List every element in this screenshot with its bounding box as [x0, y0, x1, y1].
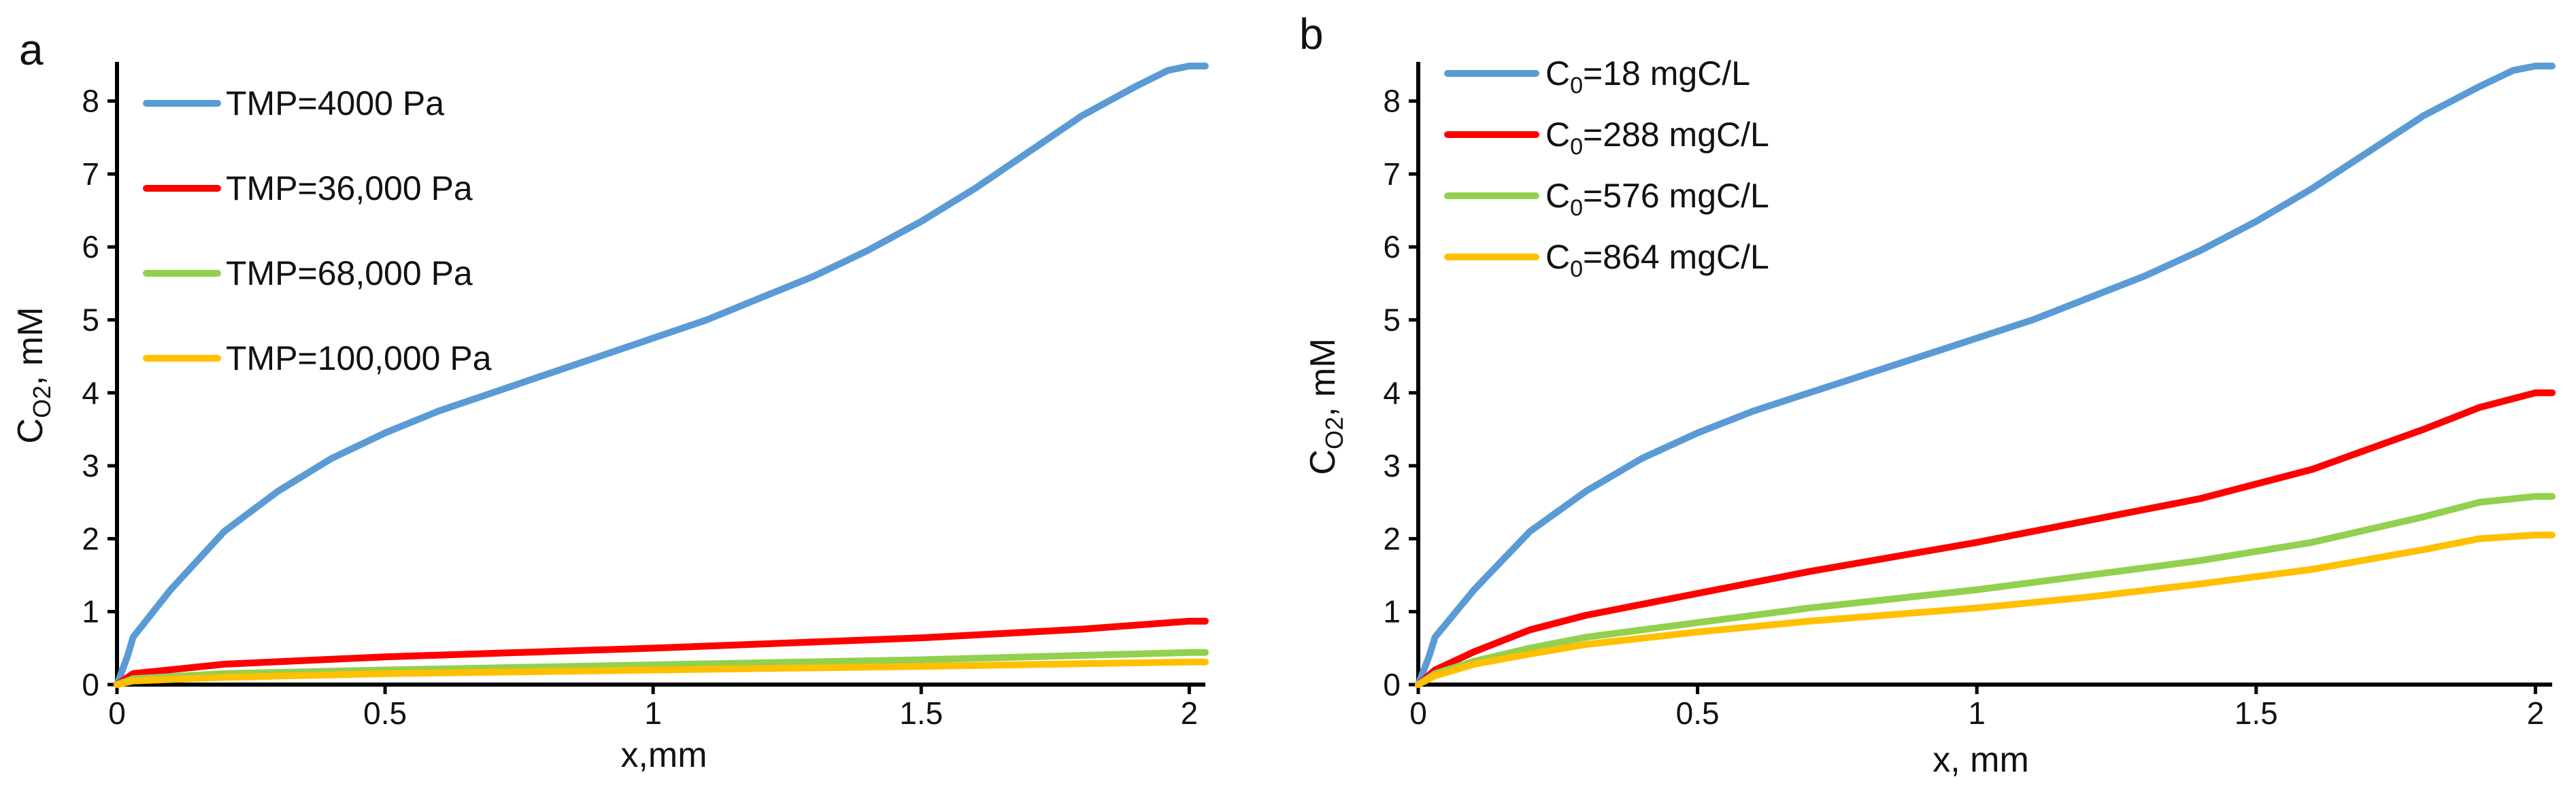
- chart0-legend-label-1: TMP=36,000 Pa: [226, 169, 473, 207]
- chart0-legend-label-0: TMP=4000 Pa: [226, 84, 444, 122]
- chart0-series-line-1: [114, 617, 1209, 688]
- chart1-y-tick-label: 7: [1383, 156, 1401, 192]
- chart0-panel: a 0 1 2 3 4 5 6 7 8 0 0.5 1 1.5 2 x,mm CO2, mM TMP=4000 P…: [11, 25, 1209, 775]
- chart1-legend-label-rest: =288 mgC/L: [1583, 116, 1769, 154]
- chart0-legend-label-3: TMP=100,000 Pa: [226, 339, 492, 377]
- chart0-panel-letter: a: [19, 25, 44, 74]
- chart1-series-line-2: [1415, 493, 2556, 688]
- chart0-x-tick-label: 1.5: [899, 695, 943, 731]
- chart0-series-line-3: [114, 658, 1209, 688]
- chart0-y-axis-label: CO2, mM: [11, 307, 56, 443]
- chart0-y-tick-label: 0: [82, 667, 99, 702]
- chart1-legend-label-3: C0=864 mgC/L: [1545, 238, 1769, 282]
- chart1-legend-label-sub: 0: [1570, 134, 1583, 160]
- chart0-y-tick-label: 1: [82, 594, 99, 630]
- chart0-x-tick-label: 2: [1181, 695, 1199, 731]
- chart1-legend-label-main: C: [1545, 238, 1570, 276]
- chart1-legend-label-sub: 0: [1570, 256, 1583, 282]
- chart1-legend-label-main: C: [1545, 177, 1570, 215]
- chart1-x-axis-label: x, mm: [1933, 740, 2029, 780]
- chart0-y-tick-label: 6: [82, 229, 99, 264]
- chart0-x-axis-label: x,mm: [620, 736, 707, 775]
- chart1-legend-label-2: C0=576 mgC/L: [1545, 177, 1769, 221]
- chart1-y-tick-label: 4: [1383, 375, 1401, 411]
- chart1-series-line-0: [1415, 63, 2556, 688]
- chart0-y-tick-label: 7: [82, 156, 99, 192]
- chart1-legend-label-0: C0=18 mgC/L: [1545, 54, 1750, 99]
- chart0-y-tick-label: 5: [82, 303, 99, 338]
- chart1-series-line-3: [1415, 532, 2556, 688]
- chart1-x-tick-label: 2: [2527, 695, 2545, 731]
- chart1-x-tick-label: 0: [1409, 695, 1427, 731]
- chart1-legend-label-main: C: [1545, 116, 1570, 154]
- chart1-panel-letter: b: [1299, 10, 1324, 58]
- chart1-y-tick-label: 3: [1383, 448, 1401, 483]
- chart0-x-tick-label: 1: [644, 695, 662, 731]
- chart0-legend-label-main: TMP=100,000 Pa: [226, 339, 492, 377]
- chart1-y-tick-label: 1: [1383, 594, 1401, 630]
- chart0-y-tick-label: 2: [82, 521, 99, 556]
- chart1-legend-label-rest: =576 mgC/L: [1583, 177, 1769, 215]
- chart1-legend-label-main: C: [1545, 54, 1570, 92]
- chart0-y-tick-label: 8: [82, 84, 99, 119]
- chart1-y-axis-label-unit: , mM: [1303, 338, 1343, 417]
- chart0-y-axis-label-unit: , mM: [11, 307, 50, 385]
- chart1-legend-label-sub: 0: [1570, 73, 1583, 99]
- chart1-y-tick-label: 8: [1383, 84, 1401, 119]
- chart0-y-tick-label: 3: [82, 448, 99, 483]
- chart1-y-tick-label: 0: [1383, 667, 1401, 702]
- chart0-x-tick-label: 0: [108, 695, 126, 731]
- chart0-series-line-0: [114, 63, 1209, 688]
- chart1-x-tick-label: 1.5: [2235, 695, 2278, 731]
- chart1-y-tick-label: 2: [1383, 521, 1401, 556]
- chart0-legend-label-main: TMP=68,000 Pa: [226, 254, 473, 292]
- chart1-legend-label-1: C0=288 mgC/L: [1545, 116, 1769, 160]
- chart1-y-tick-label: 5: [1383, 303, 1401, 338]
- chart1-y-axis-label-main: C: [1303, 449, 1343, 475]
- chart1-legend-label-rest: =864 mgC/L: [1583, 238, 1769, 276]
- chart0-legend-label-main: TMP=36,000 Pa: [226, 169, 473, 207]
- chart0-y-axis-label-sub: O2: [28, 385, 56, 418]
- chart1-x-tick-label: 0.5: [1676, 695, 1720, 731]
- chart1-legend-label-rest: =18 mgC/L: [1583, 54, 1750, 92]
- chart0-x-tick-label: 0.5: [363, 695, 407, 731]
- chart0-y-tick-label: 4: [82, 375, 99, 411]
- chart1-y-tick-label: 6: [1383, 229, 1401, 264]
- chart1-y-axis-label: CO2, mM: [1303, 338, 1348, 475]
- chart0-y-axis-label-main: C: [11, 418, 50, 444]
- chart1-series-line-1: [1415, 389, 2556, 688]
- chart1-x-tick-label: 1: [1968, 695, 1986, 731]
- chart1-y-axis-label-sub: O2: [1320, 417, 1348, 449]
- chart0-legend-label-main: TMP=4000 Pa: [226, 84, 444, 122]
- chart0-legend-label-2: TMP=68,000 Pa: [226, 254, 473, 292]
- chart1-legend-label-sub: 0: [1570, 195, 1583, 221]
